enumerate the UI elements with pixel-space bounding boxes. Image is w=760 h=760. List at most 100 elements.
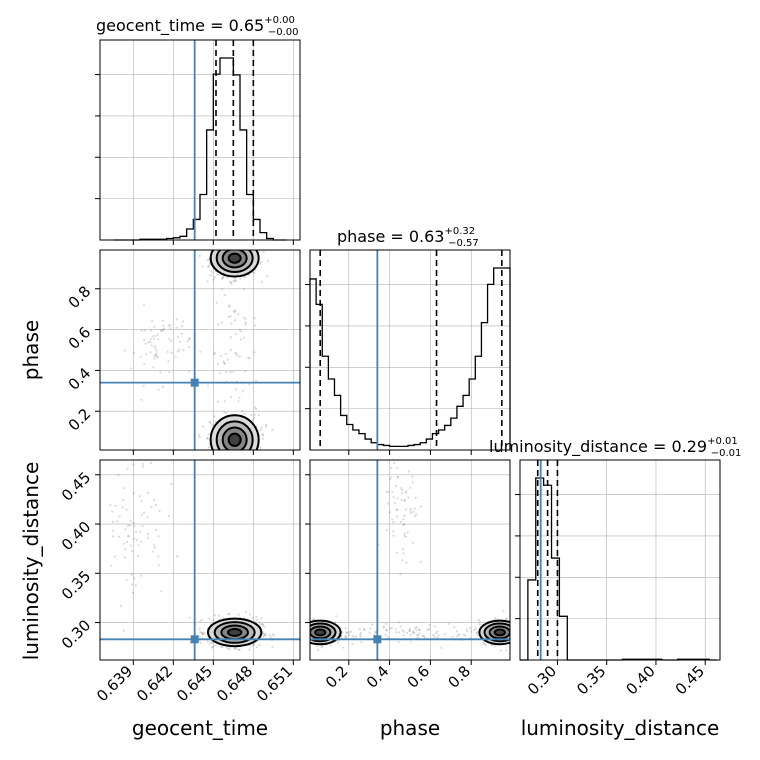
- sample-point: [395, 508, 399, 511]
- sample-point: [342, 646, 345, 649]
- sample-point: [369, 627, 372, 630]
- sample-point: [236, 245, 238, 247]
- sample-point: [382, 625, 385, 628]
- sample-point: [149, 340, 152, 343]
- sample-point: [254, 406, 257, 409]
- sample-point: [131, 591, 134, 594]
- sample-point: [399, 625, 402, 628]
- sample-point: [421, 635, 424, 638]
- sample-point: [186, 340, 189, 343]
- sample-point: [408, 630, 411, 633]
- sample-point: [219, 455, 221, 457]
- sample-point: [344, 627, 347, 630]
- sample-point: [234, 279, 237, 282]
- sample-point: [406, 531, 409, 534]
- sample-point: [411, 481, 415, 484]
- sample-point: [174, 355, 177, 358]
- sample-point: [511, 625, 513, 627]
- sample-point: [153, 546, 156, 549]
- sample-point: [210, 423, 213, 427]
- sample-point: [229, 348, 232, 352]
- sample-point: [315, 645, 318, 648]
- sample-point: [198, 627, 201, 630]
- sample-point: [231, 248, 233, 250]
- sample-point: [178, 340, 181, 343]
- sample-point: [395, 484, 398, 487]
- sample-point: [406, 447, 408, 449]
- sample-point: [400, 486, 403, 490]
- sample-point: [512, 639, 514, 641]
- sample-point: [404, 508, 407, 511]
- sample-point: [385, 490, 388, 493]
- sample-point: [234, 309, 237, 312]
- sample-point: [512, 633, 514, 635]
- sample-point: [153, 544, 156, 547]
- sample-point: [258, 621, 261, 624]
- sample-point: [271, 429, 274, 432]
- contour-line: [213, 621, 256, 644]
- sample-point: [259, 452, 261, 454]
- sample-point: [109, 504, 112, 507]
- sample-point: [210, 646, 214, 649]
- sample-point: [248, 648, 251, 651]
- sample-point: [390, 466, 393, 470]
- sample-point: [234, 352, 237, 355]
- sample-point: [403, 532, 406, 535]
- sample-point: [245, 611, 248, 614]
- sample-point: [140, 513, 144, 516]
- sample-point: [228, 242, 230, 244]
- sample-point: [170, 351, 173, 354]
- sample-point: [400, 498, 403, 501]
- sample-point: [392, 530, 395, 533]
- sample-point: [247, 456, 249, 458]
- sample-point: [235, 647, 238, 650]
- sample-point: [440, 646, 443, 649]
- sample-point: [517, 631, 519, 633]
- sample-point: [209, 274, 212, 277]
- sample-point: [211, 645, 214, 649]
- sample-point: [209, 421, 212, 424]
- sample-point: [223, 362, 226, 365]
- sample-point: [150, 344, 153, 347]
- sample-point: [264, 633, 267, 636]
- sample-point: [198, 435, 201, 439]
- sample-point: [476, 630, 479, 634]
- sample-point: [464, 634, 467, 637]
- contour-line: [483, 622, 510, 643]
- sample-point: [122, 498, 125, 501]
- sample-point: [210, 270, 213, 273]
- sample-point: [399, 520, 402, 524]
- sample-point: [146, 532, 149, 535]
- sample-point: [221, 616, 224, 619]
- sample-point: [226, 234, 228, 236]
- sample-point: [392, 496, 395, 499]
- sample-point: [237, 452, 239, 454]
- sample-point: [223, 400, 226, 403]
- sample-point: [305, 640, 307, 642]
- sample-point: [306, 624, 308, 626]
- sample-point: [236, 458, 238, 460]
- sample-point: [395, 628, 398, 631]
- sample-point: [170, 483, 173, 486]
- sample-point: [232, 245, 234, 247]
- sample-point: [153, 345, 156, 348]
- sample-point: [204, 453, 206, 455]
- sample-point: [224, 453, 226, 455]
- sample-point: [111, 510, 114, 513]
- sample-point: [197, 433, 200, 437]
- ylabel-luminosity-distance: luminosity_distance: [19, 462, 43, 661]
- sample-point: [402, 523, 405, 526]
- sample-point: [235, 352, 238, 355]
- sample-point: [224, 241, 226, 243]
- sample-point: [118, 535, 121, 539]
- sample-point: [475, 632, 478, 635]
- sample-point: [229, 244, 231, 246]
- sample-point: [305, 630, 307, 632]
- sample-point: [428, 624, 431, 627]
- sample-point: [359, 633, 362, 637]
- sample-point: [154, 354, 157, 357]
- sample-point: [217, 456, 219, 458]
- sample-point: [232, 452, 234, 454]
- sample-point: [300, 642, 302, 644]
- sample-point: [416, 636, 419, 639]
